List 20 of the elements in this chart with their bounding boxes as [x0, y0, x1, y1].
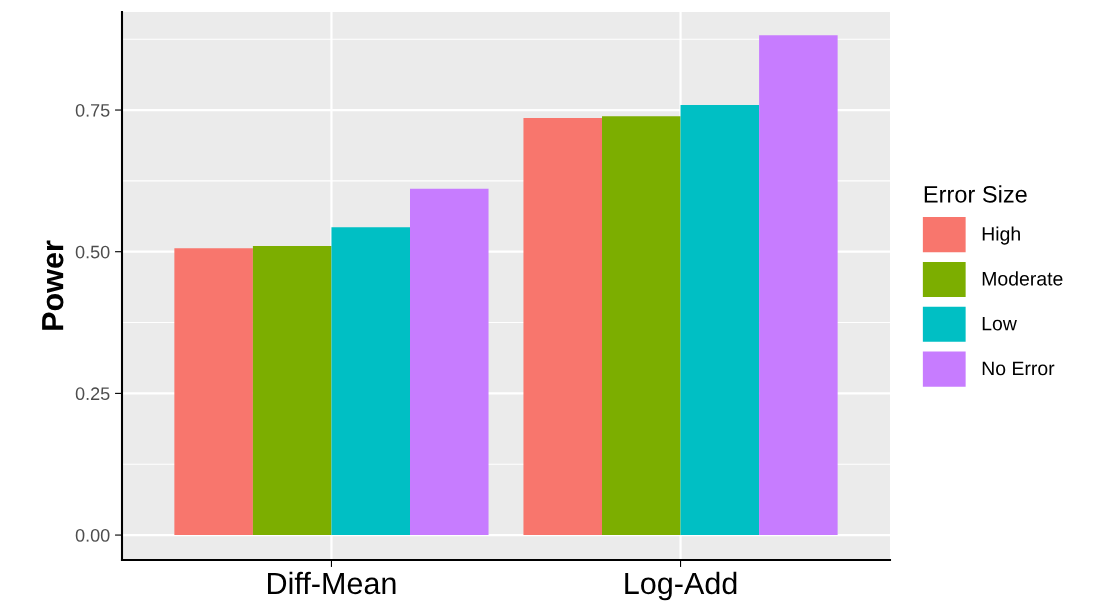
bar	[410, 188, 489, 536]
bar	[680, 104, 760, 536]
legend-label: Moderate	[982, 271, 1063, 286]
bar	[602, 116, 681, 536]
x-tick-label: Log-Add	[625, 571, 737, 601]
y-tick-label: 0.50	[75, 245, 110, 259]
y-axis-title: Power	[42, 240, 64, 330]
y-tick-label: 0.75	[75, 103, 110, 117]
bar	[252, 246, 332, 536]
bar	[523, 117, 602, 536]
legend-label: No Error	[982, 361, 1055, 376]
y-tick-label: 0.00	[75, 529, 110, 542]
legend-label: Low	[982, 316, 1017, 331]
bar	[331, 227, 410, 536]
y-tick-label: 0.25	[75, 387, 110, 401]
legend-title: Error Size	[924, 185, 1027, 203]
x-tick-label: Diff-Mean	[268, 571, 396, 595]
bar	[174, 248, 253, 536]
legend-label: High	[982, 226, 1020, 245]
bar	[759, 35, 838, 536]
